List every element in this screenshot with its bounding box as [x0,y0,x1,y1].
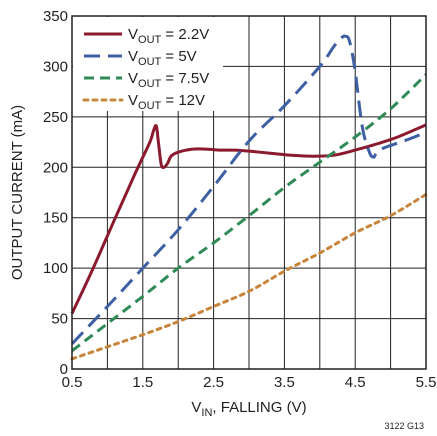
plot-frame [71,15,427,370]
y-tick-label: 100 [43,260,68,277]
legend-entry-3: VOUT = 7.5V [128,70,209,90]
y-tick-label: 0 [60,361,68,378]
x-tick-label: 3.5 [274,374,295,391]
x-tick-label: 4.5 [345,374,366,391]
y-tick-label: 50 [51,311,68,328]
series-line-4 [70,193,428,361]
y-tick-labels: 0 50 100 150 200 250 300 350 [43,8,68,378]
legend-entry-4: VOUT = 12V [128,92,205,112]
x-tick-label: 5.5 [416,374,437,391]
y-tick-label: 300 [43,58,68,75]
x-tick-label: 1.5 [132,374,153,391]
y-tick-label: 150 [43,210,68,227]
figure-number: 3122 G13 [384,421,424,431]
x-tick-label: 2.5 [203,374,224,391]
series-line-2 [70,34,427,345]
series-line-1 [70,123,427,315]
x-axis-label: VIN, FALLING (V) [191,399,306,419]
x-tick-label: 0.5 [62,374,83,391]
series-lines [70,34,428,361]
y-tick-label: 350 [43,8,68,25]
y-tick-label: 200 [43,159,68,176]
legend-entry-2: VOUT = 5V [128,48,197,68]
y-tick-label: 250 [43,109,68,126]
x-tick-labels: 0.5 1.5 2.5 3.5 4.5 5.5 [62,374,437,391]
y-axis-label: OUTPUT CURRENT (mA) [9,105,26,280]
legend-entry-1: VOUT = 2.2V [128,26,209,46]
